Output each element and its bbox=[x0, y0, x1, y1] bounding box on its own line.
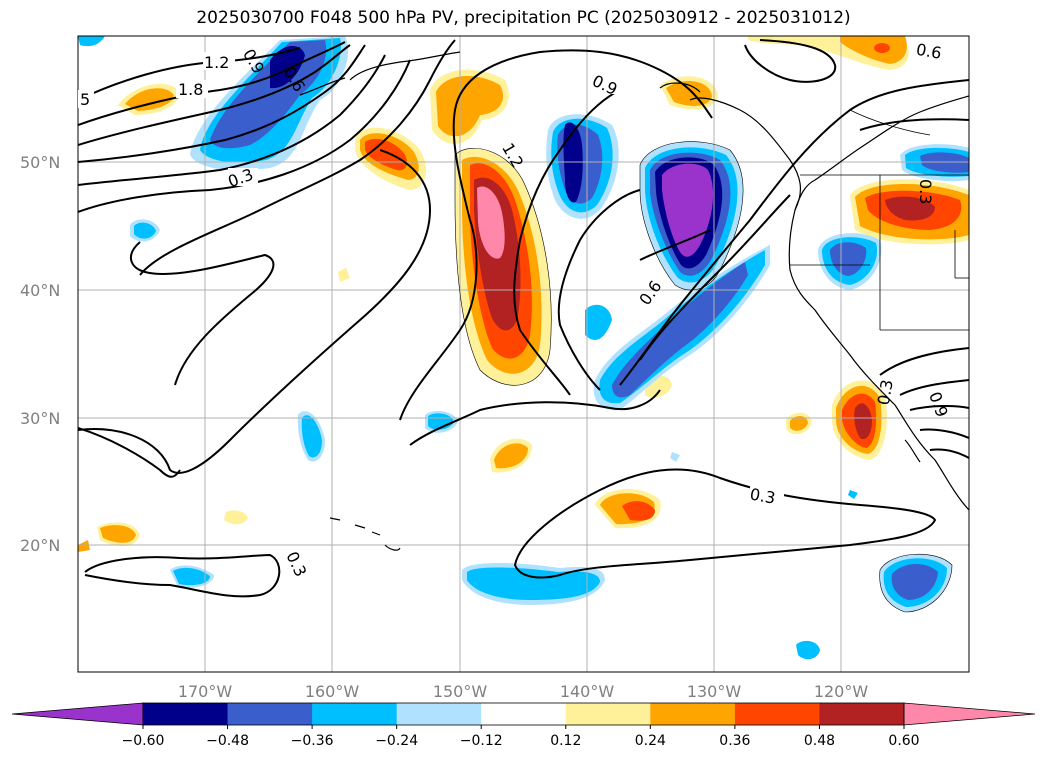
map-title: 2025030700 F048 500 hPa PV, precipitatio… bbox=[196, 8, 851, 28]
precip-outlines bbox=[454, 141, 953, 613]
colorbar-tick-label: 0.12 bbox=[550, 733, 581, 749]
pv-label: 0.6 bbox=[915, 40, 943, 63]
map-frame bbox=[77, 35, 970, 673]
colorbar-border bbox=[142, 702, 905, 726]
graticule bbox=[78, 36, 969, 672]
colorbar-tick-label: −0.24 bbox=[375, 733, 418, 749]
pv-label: 5 bbox=[80, 90, 90, 109]
pv-contours bbox=[78, 39, 969, 598]
lon-label: 130°W bbox=[687, 682, 742, 701]
precip-negative-subtropics bbox=[130, 219, 952, 660]
lat-label: 20°N bbox=[20, 536, 60, 555]
precip-negative-west-coast bbox=[818, 144, 969, 290]
precip-negative-central-north bbox=[546, 114, 619, 219]
colorbar-extend-high bbox=[903, 702, 1036, 726]
coastlines bbox=[299, 51, 969, 551]
colorbar-segment bbox=[819, 703, 905, 725]
state-borders bbox=[790, 109, 969, 331]
colorbar-tick-label: 0.48 bbox=[804, 733, 835, 749]
colorbar-tick-label: 0.36 bbox=[719, 733, 750, 749]
colorbar-tick-label: 0.24 bbox=[635, 733, 666, 749]
colorbar-extend-low bbox=[11, 702, 144, 726]
colorbar-tick-label: −0.36 bbox=[291, 733, 334, 749]
pv-label: 1.8 bbox=[178, 80, 203, 99]
longitude-labels: 170°W 160°W 150°W 140°W 130°W 120°W bbox=[178, 682, 869, 701]
colorbar-tick-label: −0.12 bbox=[460, 733, 503, 749]
colorbar: −0.60 −0.48 −0.36 −0.24 −0.12 0.12 0.24 0.36 0.4… bbox=[11, 702, 1036, 749]
precip-positive-great-basin bbox=[850, 179, 969, 245]
precip-positive-alaska bbox=[660, 36, 909, 110]
colorbar-segment bbox=[734, 703, 820, 725]
colorbar-segment bbox=[650, 703, 736, 725]
precip-positive-central bbox=[455, 148, 552, 386]
colorbar-tick-label: −0.48 bbox=[206, 733, 249, 749]
lon-label: 140°W bbox=[560, 682, 615, 701]
pv-label: 1.2 bbox=[204, 53, 229, 72]
pv-label: 0.3 bbox=[874, 378, 897, 406]
colorbar-segment bbox=[396, 703, 482, 725]
precip-positive-northeast-pacific bbox=[355, 69, 509, 190]
lon-label: 120°W bbox=[814, 682, 869, 701]
precip-positive-socal bbox=[832, 380, 887, 460]
lat-label: 30°N bbox=[20, 409, 60, 428]
latitude-labels: 50°N 40°N 30°N 20°N bbox=[20, 153, 60, 555]
colorbar-segment bbox=[312, 703, 398, 725]
lat-label: 50°N bbox=[20, 153, 60, 172]
lon-label: 160°W bbox=[305, 682, 360, 701]
colorbar-segment bbox=[565, 703, 651, 725]
colorbar-tick-label: −0.60 bbox=[122, 733, 165, 749]
lon-label: 150°W bbox=[433, 682, 488, 701]
lat-label: 40°N bbox=[20, 281, 60, 300]
colorbar-segment bbox=[143, 703, 229, 725]
colorbar-segment bbox=[481, 703, 567, 725]
pv-label: 0.3 bbox=[748, 485, 776, 508]
lon-label: 170°W bbox=[178, 682, 233, 701]
colorbar-tick-label: 0.60 bbox=[888, 733, 919, 749]
pv-label: 0.3 bbox=[916, 179, 935, 204]
colorbar-segment bbox=[227, 703, 313, 725]
